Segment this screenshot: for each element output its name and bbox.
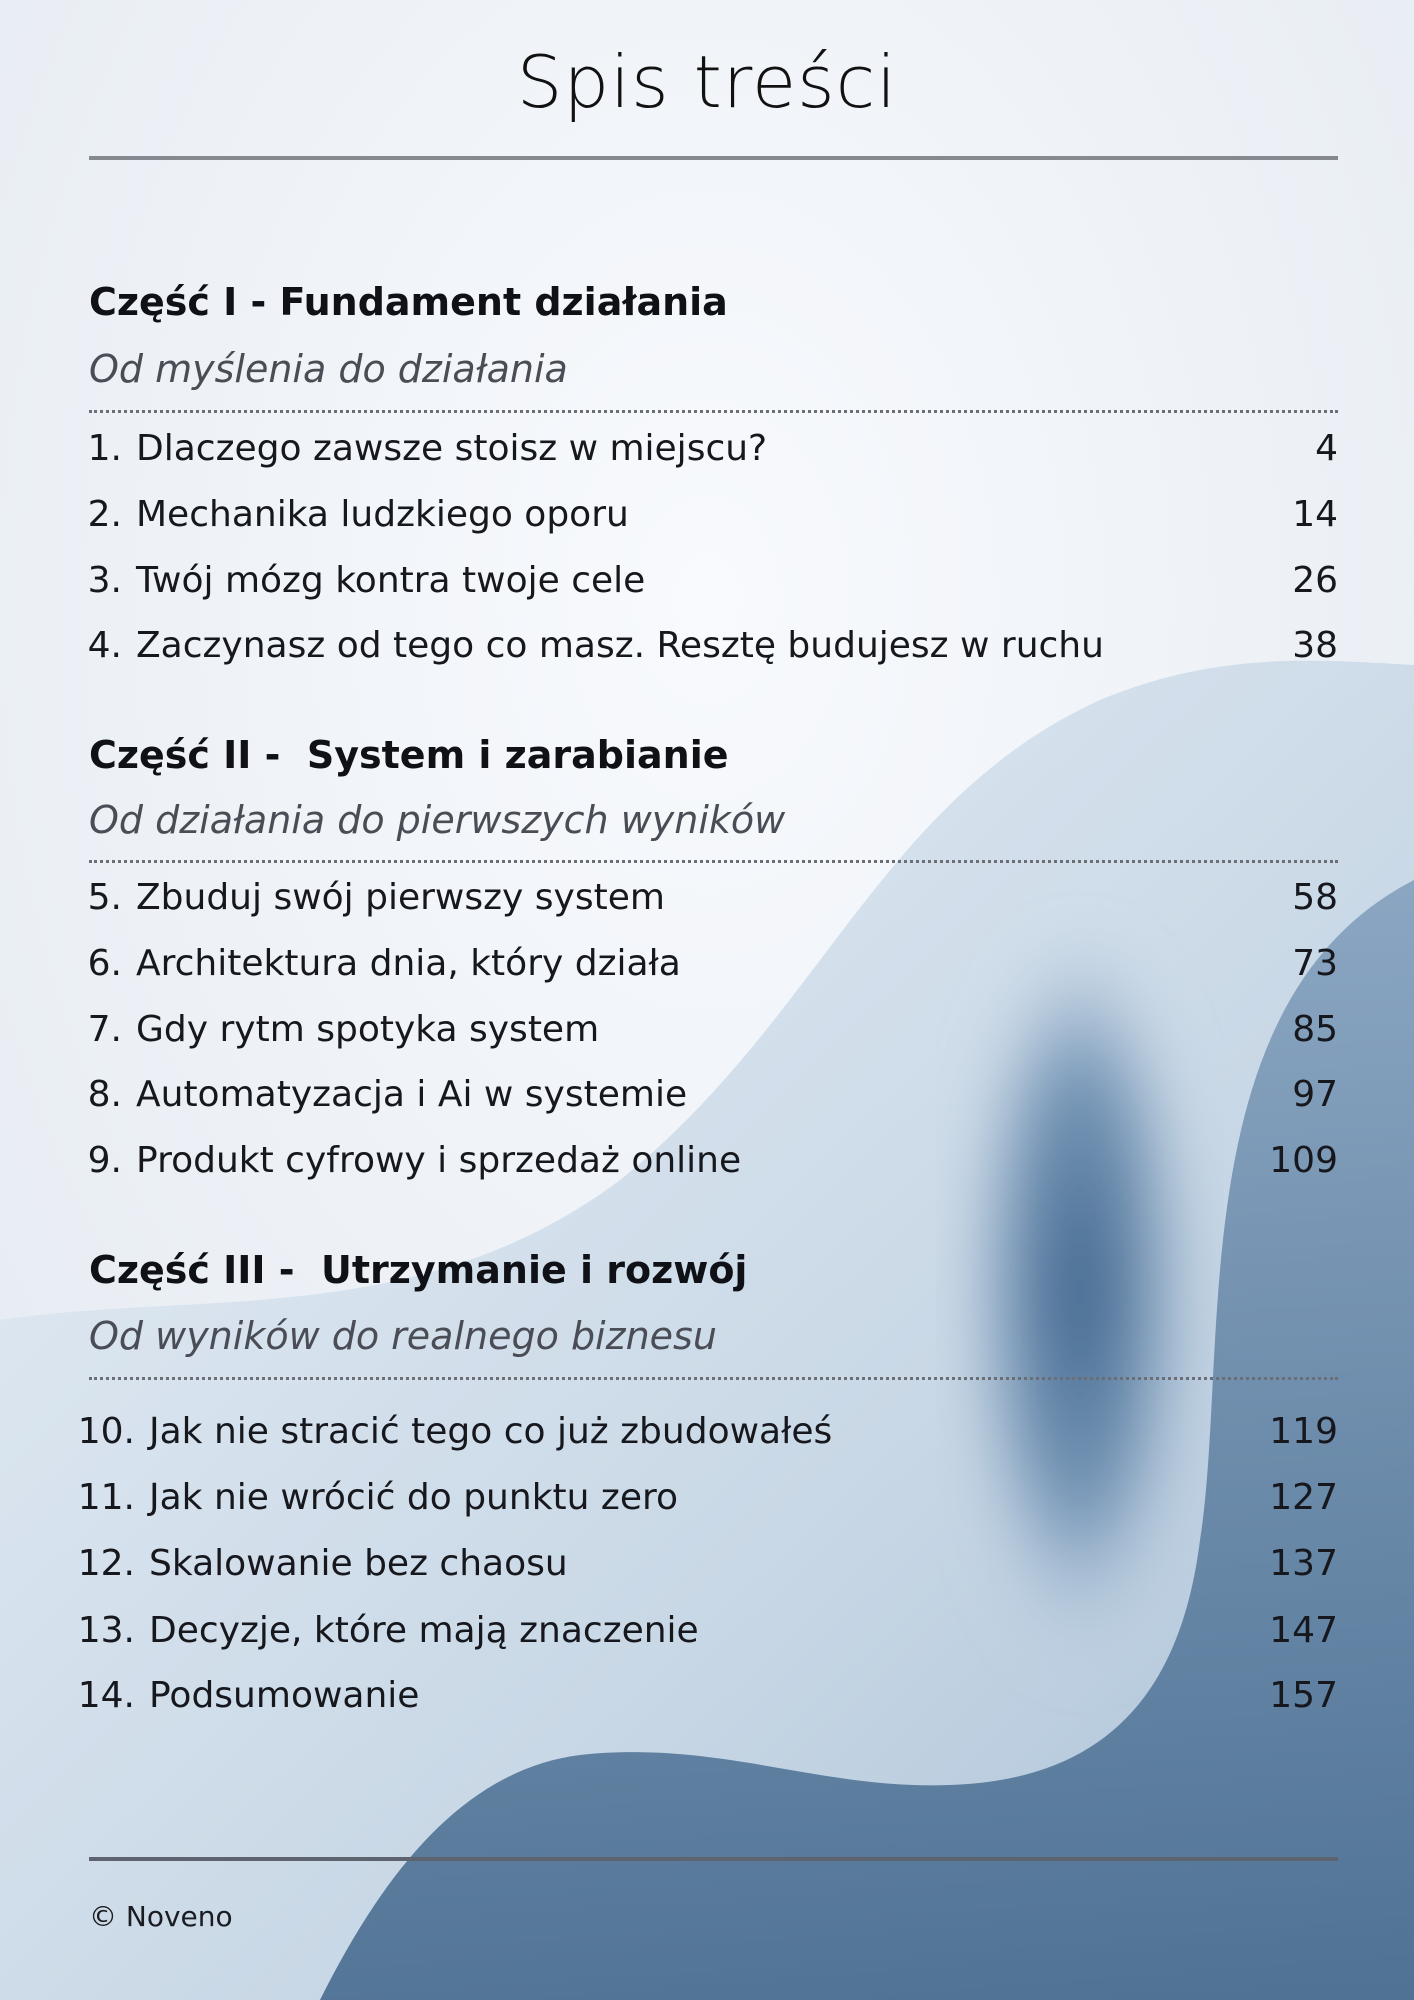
toc-entry[interactable]: 3. Twój mózg kontra twoje cele 26 — [80, 560, 1338, 610]
entry-number: 5. — [87, 877, 122, 918]
entry-number: 10. — [77, 1411, 135, 1452]
entry-number: 6. — [87, 943, 122, 984]
entry-title: Zbuduj swój pierwszy system — [136, 877, 665, 918]
toc-entry[interactable]: 1. Dlaczego zawsze stoisz w miejscu? 4 — [80, 428, 1338, 478]
bottom-divider — [89, 1857, 1338, 1861]
toc-entry[interactable]: 10. Jak nie stracić tego co już zbudowałe… — [77, 1411, 1338, 1461]
entry-page: 58 — [1292, 877, 1338, 918]
entry-title: Podsumowanie — [149, 1675, 420, 1716]
entry-page: 147 — [1269, 1610, 1338, 1651]
toc-entry[interactable]: 7. Gdy rytm spotyka system 85 — [80, 1009, 1338, 1059]
entry-title: Automatyzacja i Ai w systemie — [136, 1074, 688, 1115]
entry-title: Mechanika ludzkiego oporu — [136, 494, 629, 535]
entry-title: Architektura dnia, który działa — [136, 943, 681, 984]
toc-entry[interactable]: 4. Zaczynasz od tego co masz. Resztę budu… — [80, 625, 1338, 675]
entry-page: 38 — [1292, 625, 1338, 666]
entry-page: 4 — [1315, 428, 1338, 469]
page-title: Spis treści — [516, 40, 898, 124]
entry-page: 73 — [1292, 943, 1338, 984]
entry-number: 4. — [87, 625, 122, 666]
entry-title: Twój mózg kontra twoje cele — [136, 560, 646, 601]
entry-number: 1. — [87, 428, 122, 469]
entry-number: 12. — [77, 1543, 135, 1584]
entry-number: 2. — [87, 494, 122, 535]
entry-page: 14 — [1292, 494, 1338, 535]
toc-entry[interactable]: 11. Jak nie wrócić do punktu zero 127 — [77, 1477, 1338, 1527]
entry-page: 119 — [1269, 1411, 1338, 1452]
entry-page: 26 — [1292, 560, 1338, 601]
toc-entry[interactable]: 12. Skalowanie bez chaosu 137 — [77, 1543, 1338, 1593]
entry-title: Decyzje, które mają znaczenie — [149, 1610, 699, 1651]
part-3-dotted-divider — [89, 1377, 1338, 1380]
entry-number: 8. — [87, 1074, 122, 1115]
copyright-footer: © Noveno — [89, 1900, 233, 1933]
part-1-subtitle: Od myślenia do działania — [89, 347, 568, 391]
entry-page: 157 — [1269, 1675, 1338, 1716]
entry-number: 3. — [87, 560, 122, 601]
top-divider — [89, 156, 1338, 160]
entry-page: 137 — [1269, 1543, 1338, 1584]
toc-entry[interactable]: 9. Produkt cyfrowy i sprzedaż online 109 — [80, 1140, 1338, 1190]
entry-title: Jak nie wrócić do punktu zero — [149, 1477, 678, 1518]
toc-entry[interactable]: 5. Zbuduj swój pierwszy system 58 — [80, 877, 1338, 927]
entry-page: 127 — [1269, 1477, 1338, 1518]
entry-title: Skalowanie bez chaosu — [149, 1543, 568, 1584]
part-1-dotted-divider — [89, 410, 1338, 413]
part-3-subtitle: Od wyników do realnego biznesu — [89, 1314, 717, 1358]
part-2-heading: Część II - System i zarabianie — [89, 733, 729, 777]
toc-entry[interactable]: 14. Podsumowanie 157 — [77, 1675, 1338, 1725]
entry-number: 9. — [87, 1140, 122, 1181]
entry-title: Jak nie stracić tego co już zbudowałeś — [149, 1411, 833, 1452]
entry-page: 85 — [1292, 1009, 1338, 1050]
part-1-heading: Część I - Fundament działania — [89, 280, 728, 324]
part-3-heading: Część III - Utrzymanie i rozwój — [89, 1248, 748, 1292]
entry-page: 97 — [1292, 1074, 1338, 1115]
part-2-dotted-divider — [89, 860, 1338, 863]
entry-page: 109 — [1269, 1140, 1338, 1181]
entry-title: Produkt cyfrowy i sprzedaż online — [136, 1140, 742, 1181]
part-2-subtitle: Od działania do pierwszych wyników — [89, 798, 786, 842]
entry-number: 11. — [77, 1477, 135, 1518]
toc-entry[interactable]: 6. Architektura dnia, który działa 73 — [80, 943, 1338, 993]
entry-title: Zaczynasz od tego co masz. Resztę buduje… — [136, 625, 1104, 666]
entry-number: 13. — [77, 1610, 135, 1651]
toc-entry[interactable]: 2. Mechanika ludzkiego oporu 14 — [80, 494, 1338, 544]
toc-entry[interactable]: 13. Decyzje, które mają znaczenie 147 — [77, 1610, 1338, 1660]
entry-number: 7. — [87, 1009, 122, 1050]
entry-title: Gdy rytm spotyka system — [136, 1009, 600, 1050]
toc-entry[interactable]: 8. Automatyzacja i Ai w systemie 97 — [80, 1074, 1338, 1124]
entry-title: Dlaczego zawsze stoisz w miejscu? — [136, 428, 768, 469]
entry-number: 14. — [77, 1675, 135, 1716]
